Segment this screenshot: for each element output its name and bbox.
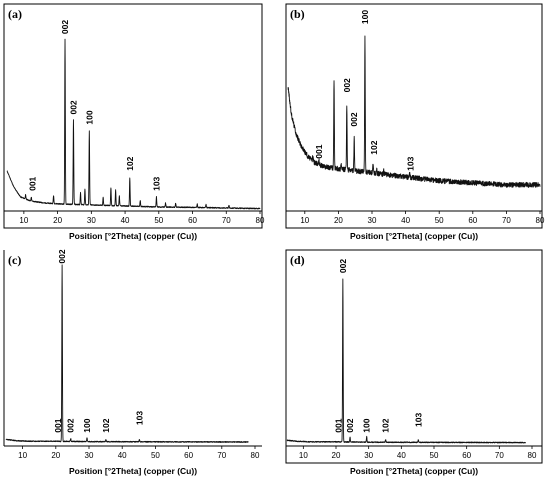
xrd-pattern-line [287, 35, 541, 188]
peak-annotation: 103 [151, 176, 161, 190]
x-tick-label: 60 [468, 216, 477, 225]
x-tick-label: 40 [118, 451, 127, 460]
x-tick-label: 30 [85, 451, 94, 460]
x-tick-label: 60 [184, 451, 193, 460]
peak-annotation: 002 [342, 78, 352, 92]
xrd-pattern-line [6, 38, 261, 210]
x-tick-label: 80 [256, 216, 265, 225]
panel-frame [285, 249, 543, 464]
peak-annotation: 001 [333, 418, 343, 432]
x-axis-label: Position [°2Theta] (copper (Cu)) [350, 466, 478, 476]
peak-annotation: 103 [406, 156, 416, 170]
x-tick-label: 40 [397, 451, 406, 460]
x-tick-label: 60 [188, 216, 197, 225]
x-tick-label: 20 [332, 451, 341, 460]
peak-annotation: 100 [82, 418, 92, 432]
xrd-panel: (d) 10 20 30 40 50 60 70 80 Position [°2Theta] (c… [285, 249, 543, 476]
peak-annotation: 001 [314, 144, 324, 158]
xrd-panel: (c) 10 20 30 40 50 60 70 80 Position [°2Theta] (c… [3, 249, 262, 476]
peak-annotation: 001 [27, 176, 37, 190]
peak-annotation: 002 [66, 418, 76, 432]
peak-annotation: 002 [338, 259, 348, 273]
x-tick-label: 70 [222, 216, 231, 225]
panel-label: (c) [8, 253, 21, 267]
x-tick-label: 70 [495, 451, 504, 460]
panel-frame [3, 3, 263, 229]
panel-frame [285, 3, 543, 229]
x-tick-label: 50 [430, 451, 439, 460]
x-tick-label: 80 [528, 451, 537, 460]
x-tick-label: 50 [435, 216, 444, 225]
peak-annotation: 002 [57, 249, 67, 263]
x-tick-label: 20 [334, 216, 343, 225]
x-tick-label: 30 [87, 216, 96, 225]
peak-annotation: 001 [53, 418, 63, 432]
x-tick-label: 10 [300, 216, 309, 225]
panel-label: (d) [290, 253, 305, 267]
x-tick-label: 70 [502, 216, 511, 225]
x-tick-label: 50 [151, 451, 160, 460]
xrd-pattern-line [286, 278, 526, 444]
peak-annotation: 103 [134, 411, 144, 425]
x-tick-label: 40 [121, 216, 130, 225]
x-tick-label: 80 [251, 451, 260, 460]
peak-annotation: 100 [84, 110, 94, 124]
x-tick-label: 20 [51, 451, 60, 460]
x-tick-label: 10 [299, 451, 308, 460]
x-axis-label: Position [°2Theta] (copper (Cu)) [69, 231, 197, 241]
x-axis-label: Position [°2Theta] (copper (Cu)) [350, 231, 478, 241]
peak-annotation: 103 [413, 413, 423, 427]
x-tick-label: 20 [53, 216, 62, 225]
x-axis-label: Position [°2Theta] (copper (Cu)) [69, 466, 197, 476]
peak-annotation: 002 [68, 100, 78, 114]
panel-label: (a) [8, 7, 22, 21]
peak-annotation: 102 [369, 140, 379, 154]
peak-annotation: 102 [125, 156, 135, 170]
peak-annotation: 102 [381, 418, 391, 432]
x-tick-label: 50 [154, 216, 163, 225]
xrd-panel: (a) 10 20 30 40 50 60 70 80 Position [°2Theta] (c… [3, 3, 265, 241]
panel-label: (b) [290, 7, 305, 21]
x-tick-label: 10 [18, 451, 27, 460]
peak-annotation: 100 [362, 418, 372, 432]
x-tick-label: 30 [368, 216, 377, 225]
peak-annotation: 102 [101, 418, 111, 432]
peak-annotation: 002 [345, 418, 355, 432]
xrd-panel: (b) 10 20 30 40 50 60 70 80 Position [°2Theta] (c… [285, 3, 545, 241]
x-tick-label: 30 [364, 451, 373, 460]
peak-annotation: 100 [360, 10, 370, 24]
peak-annotation: 002 [60, 20, 70, 34]
x-tick-label: 10 [19, 216, 28, 225]
xrd-pattern-line [5, 264, 249, 443]
x-tick-label: 70 [217, 451, 226, 460]
x-tick-label: 60 [462, 451, 471, 460]
x-tick-label: 40 [401, 216, 410, 225]
peak-annotation: 002 [349, 112, 359, 126]
x-tick-label: 80 [536, 216, 545, 225]
